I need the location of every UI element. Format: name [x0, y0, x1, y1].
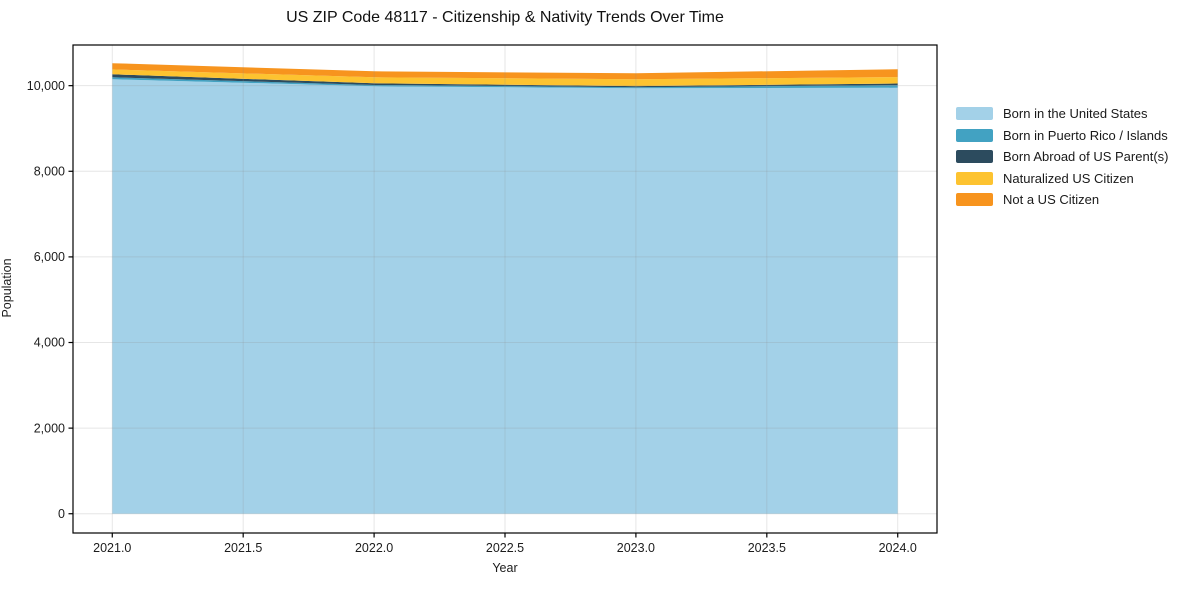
y-tick-label: 8,000 — [34, 164, 65, 178]
legend-label: Not a US Citizen — [1003, 192, 1100, 207]
x-tick-label: 2023.0 — [617, 541, 655, 555]
legend-item-0: Born in the United States — [956, 106, 1168, 121]
legend-swatch — [956, 193, 993, 206]
x-tick-label: 2022.0 — [355, 541, 393, 555]
legend: Born in the United States Born in Puerto … — [956, 106, 1169, 215]
x-tick-label: 2021.0 — [93, 541, 131, 555]
legend-item-1: Born in Puerto Rico / Islands — [956, 127, 1168, 143]
y-tick-label: 6,000 — [34, 250, 65, 264]
legend-item-4: Not a US Citizen — [956, 192, 1168, 207]
legend-label: Naturalized US Citizen — [1003, 170, 1134, 186]
legend-item-2: Born Abroad of US Parent(s) — [956, 149, 1169, 164]
legend-swatch — [956, 171, 993, 185]
legend-label: Born in the United States — [1003, 106, 1148, 121]
x-tick-label: 2021.5 — [224, 541, 262, 555]
legend-label: Born in Puerto Rico / Islands — [1003, 127, 1168, 143]
area-series-3 — [112, 69, 898, 87]
area-series-2 — [112, 74, 898, 88]
legend-label: Born Abroad of US Parent(s) — [1003, 149, 1169, 164]
legend-item-3: Naturalized US Citizen — [956, 170, 1168, 186]
legend-swatch — [956, 150, 993, 163]
area-series-0 — [112, 79, 898, 514]
legend-swatch — [956, 107, 993, 120]
y-tick-label: 0 — [58, 507, 65, 521]
area-series-1 — [112, 77, 898, 89]
chart-title: US ZIP Code 48117 - Citizenship & Nativi… — [286, 9, 724, 26]
x-tick-label: 2022.5 — [486, 541, 524, 555]
area-series-4 — [112, 63, 898, 80]
x-axis-label: Year — [492, 561, 518, 575]
x-tick-label: 2024.0 — [879, 541, 917, 555]
y-tick-label: 4,000 — [34, 336, 65, 350]
y-tick-label: 10,000 — [27, 79, 65, 93]
legend-swatch — [956, 128, 993, 142]
x-tick-label: 2023.5 — [748, 541, 786, 555]
y-axis-label: Population — [0, 258, 14, 318]
y-tick-label: 2,000 — [34, 421, 65, 435]
